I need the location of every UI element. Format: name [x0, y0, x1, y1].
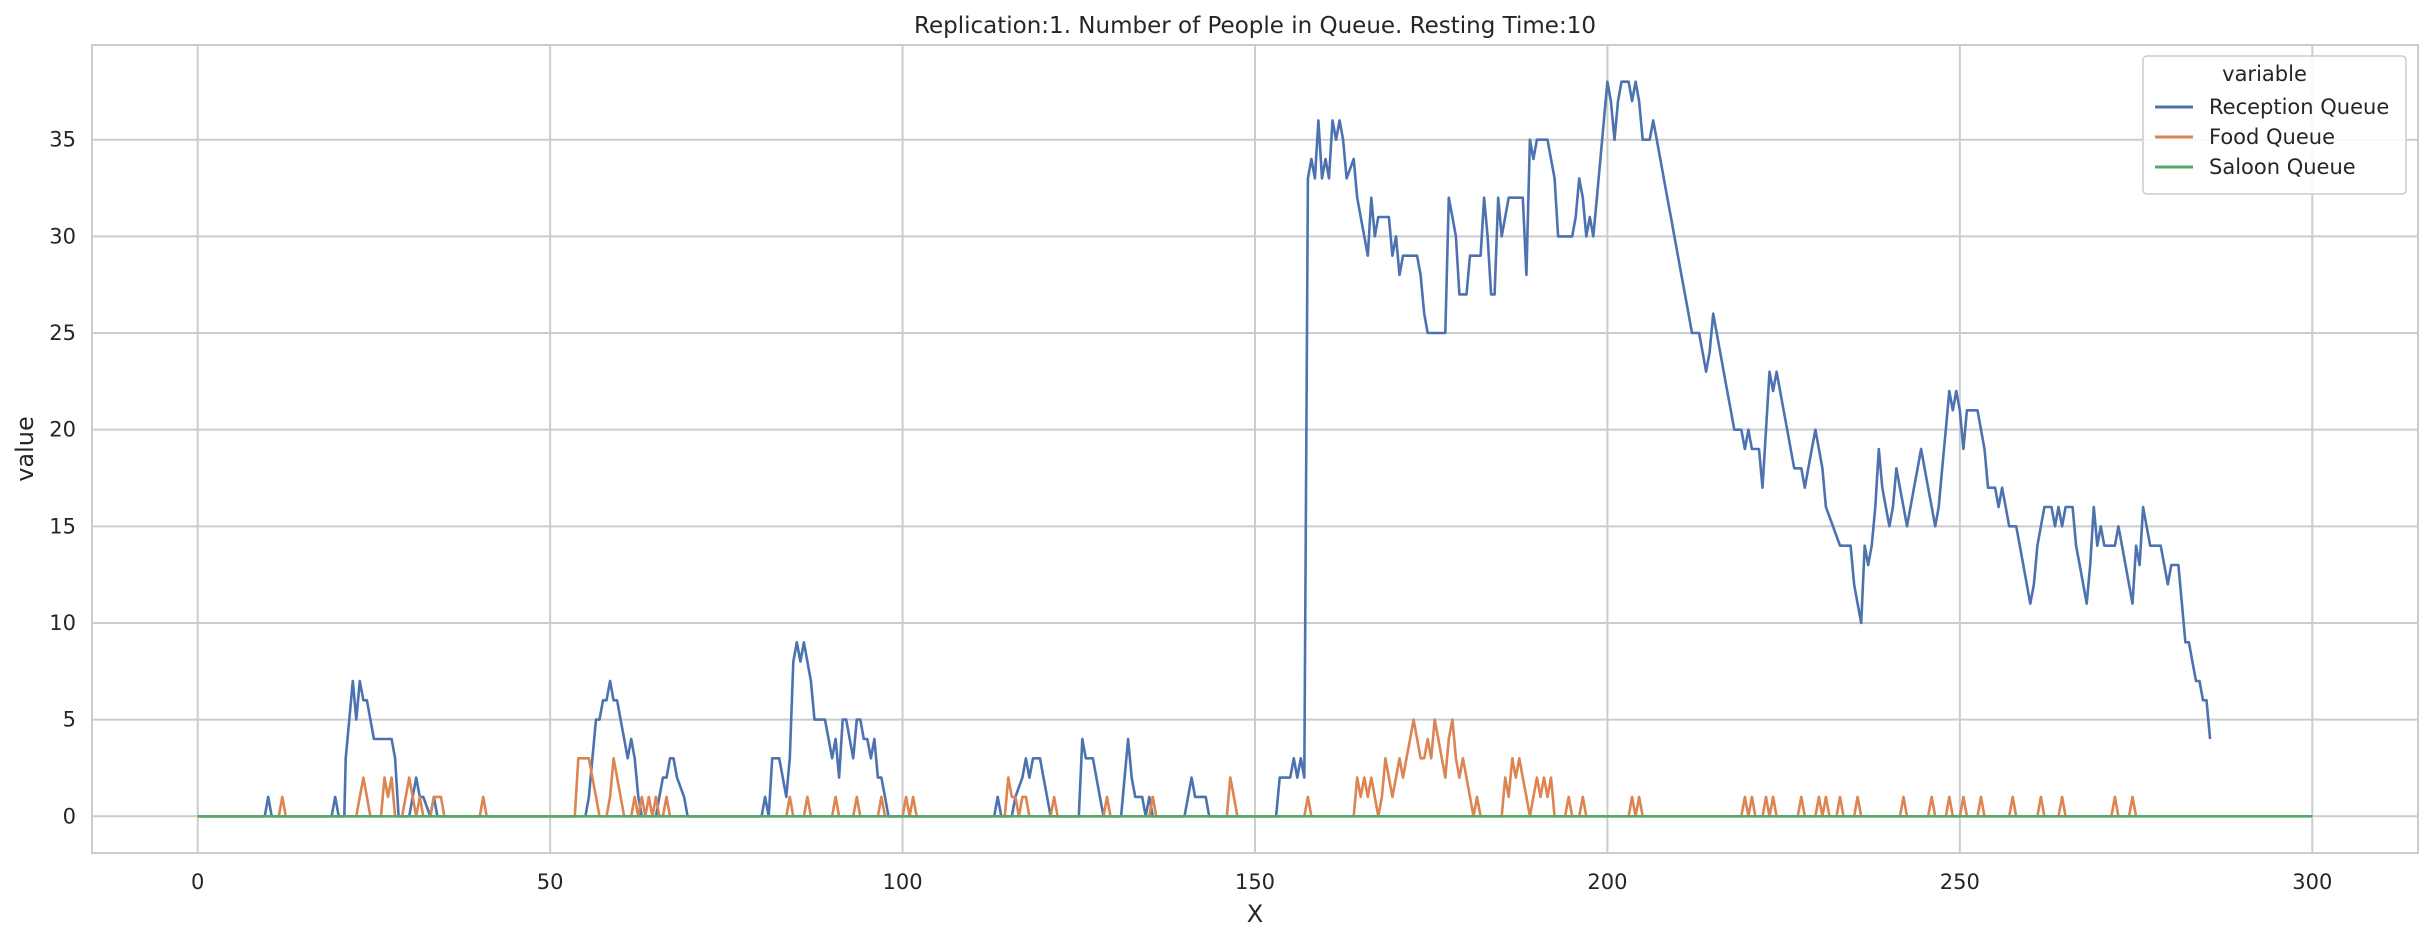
series-layer	[197, 80, 2313, 818]
x-tick-label: 100	[883, 870, 923, 894]
x-tick-label: 0	[191, 870, 204, 894]
x-tick-label: 50	[537, 870, 564, 894]
legend-label-reception-queue: Reception Queue	[2209, 95, 2389, 119]
legend-title: variable	[2222, 62, 2307, 86]
plot-area-frame	[91, 44, 2419, 854]
y-tick-label: 30	[49, 224, 76, 248]
x-axis-ticks: 0 50 100 150 200 250 300	[191, 870, 2332, 894]
reception-queue-line	[197, 80, 2212, 818]
x-tick-label: 200	[1587, 870, 1627, 894]
legend: variable Reception Queue Food Queue Saloon…	[2142, 55, 2407, 195]
y-tick-label: 35	[49, 128, 76, 152]
grid-lines	[92, 45, 2418, 853]
x-tick-label: 150	[1235, 870, 1275, 894]
chart-title: Replication:1. Number of People in Queue…	[914, 13, 1596, 39]
y-axis-label: value	[11, 416, 39, 482]
x-axis-label: X	[1247, 900, 1263, 928]
x-tick-label: 300	[2292, 870, 2332, 894]
y-tick-label: 25	[49, 321, 76, 345]
y-tick-label: 10	[49, 611, 76, 635]
y-tick-label: 5	[63, 708, 76, 732]
legend-label-food-queue: Food Queue	[2209, 125, 2335, 149]
y-tick-label: 20	[49, 418, 76, 442]
y-tick-label: 0	[63, 804, 76, 828]
x-tick-label: 250	[1940, 870, 1980, 894]
legend-label-saloon-queue: Saloon Queue	[2209, 155, 2356, 179]
legend-box	[2142, 55, 2407, 195]
y-tick-label: 15	[49, 514, 76, 538]
y-axis-ticks: 0 5 10 15 20 25 30 35	[49, 128, 76, 829]
